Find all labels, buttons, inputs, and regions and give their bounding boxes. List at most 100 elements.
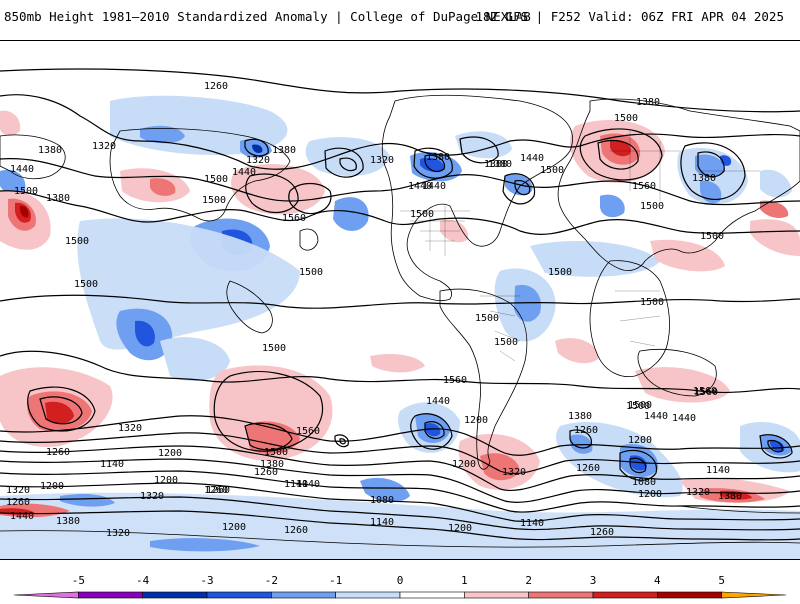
contour-label: 1320 [246,155,270,166]
colorbar-tick-label: 0 [397,574,404,587]
colorbar-segment [13,591,79,599]
height-contours [0,68,800,541]
contour-label: 1500 [204,174,228,185]
model-run-valid-time: 18Z GFS | F252 Valid: 06Z FRI APR 04 202… [475,9,784,24]
contour-label: 1200 [448,523,472,534]
contour-label: 1080 [632,477,656,488]
contour-label: 1500 [262,343,286,354]
contour-label: 1200 [452,459,476,470]
contour-label: 1440 [232,167,256,178]
contour-label: 1140 [706,465,730,476]
contour-label: 1440 [644,411,668,422]
contour-label: 1380 [636,97,660,108]
colorbar-tick-label: 1 [461,574,468,587]
contour-label: 1380 [718,491,742,502]
contour-label: 1320 [6,485,30,496]
colorbar-segment [142,591,208,599]
colorbar-tick-label: -4 [136,574,150,587]
contour-label: 1260 [6,497,30,508]
colorbar-tick-label: -2 [265,574,278,587]
contour-label: 1440 [10,511,34,522]
contour-labels: 1260 1380 1320 1440 1500 1320 1380 1440 … [6,81,742,539]
contour-label: 1560 [282,213,306,224]
contour-label: 1500 [700,231,724,242]
contour-label: 1440 [426,396,450,407]
political-boundaries [400,131,760,362]
colorbar-tick-label: 2 [525,574,532,587]
contour-label: 1260 [284,525,308,536]
contour-label: 1200 [464,415,488,426]
colorbar-tick-label: 3 [590,574,597,587]
contour-label: 1560 [694,387,718,398]
contour-label: 1440 [408,181,432,192]
contour-label: 1260 [254,467,278,478]
contour-label: 1500 [14,186,38,197]
contour-label: 1500 [640,201,664,212]
colorbar-tick-label: 5 [718,574,725,587]
colorbar-segment [721,591,787,599]
contour-label: 1560 [632,181,656,192]
contour-label: 1320 [370,155,394,166]
contour-label: 1380 [260,459,284,470]
positive-anomaly-shading [0,110,800,518]
contour-label: 1560 [296,426,320,437]
contour-label: 1140 [100,459,124,470]
contour-label: 1140 [284,479,308,490]
contour-label: 1380 [568,411,592,422]
map-area: 1260 1380 1320 1440 1500 1320 1380 1440 … [0,40,800,560]
contour-label: 1080 [370,495,394,506]
coastlines [0,94,800,548]
contour-label: 1500 [548,267,572,278]
contour-label: 1500 [614,113,638,124]
contour-label: 1380 [46,193,70,204]
contour-label: 1200 [222,522,246,533]
contour-label: 1380 [484,159,508,170]
contour-label: 1380 [426,152,450,163]
contour-label: 1320 [502,467,526,478]
contour-label: 1500 [264,447,288,458]
contour-label: 1500 [640,297,664,308]
colorbar-svg: -5 -4 -3 -2 -1 0 1 2 3 4 5 [13,574,787,599]
contour-label: 1560 [443,375,467,386]
contour-label: 1500 [65,236,89,247]
contour-label: 1500 [628,400,652,411]
contour-label: 1260 [574,425,598,436]
colorbar-segment [464,591,529,599]
contour-label: 1260 [46,447,70,458]
anomaly-map: 1260 1380 1320 1440 1500 1320 1380 1440 … [0,68,800,559]
contour-label: 1500 [626,401,650,412]
contour-label: 1500 [475,313,499,324]
colorbar-tick-label: -3 [200,574,213,587]
contour-label: 1320 [686,487,710,498]
contour-label: 1380 [38,145,62,156]
map-title: 850mb Height 1981–2010 Standardized Anom… [4,9,531,24]
colorbar-segment [528,591,594,599]
contour-label: 1560 [693,386,717,397]
contour-label: 1380 [56,516,80,527]
contour-label: 1200 [40,481,64,492]
contour-label: 1260 [204,81,228,92]
colorbar-tick-label: -5 [72,574,85,587]
colorbar-segment [78,591,143,599]
contour-label: 1260 [206,485,230,496]
contour-label: 1200 [158,448,182,459]
contour-label: 1380 [272,145,296,156]
contour-label: 1200 [638,489,662,500]
colorbar-segment [399,591,465,599]
contour-label: 1200 [154,475,178,486]
contour-label: 1260 [590,527,614,538]
contour-label: 1500 [299,267,323,278]
colorbar-segment [271,591,336,599]
colorbar-segment [206,591,272,599]
contour-label: 1320 [118,423,142,434]
contour-label: 1440 [422,181,446,192]
colorbar-segment [335,591,401,599]
contour-label: 1500 [202,195,226,206]
contour-label: 1380 [488,159,512,170]
contour-label: 1500 [410,209,434,220]
colorbar-segment [592,591,658,599]
contour-label: 1380 [692,173,716,184]
contour-label: 1320 [106,528,130,539]
contour-label: 1440 [10,164,34,175]
contour-label: 1140 [296,479,320,490]
